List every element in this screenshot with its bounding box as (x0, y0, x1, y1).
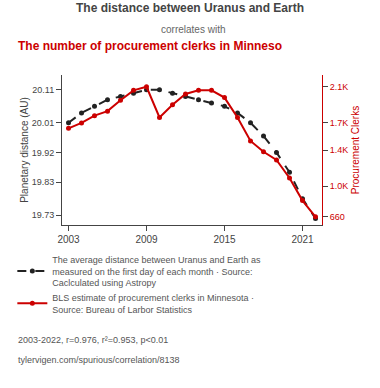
svg-text:correlates with: correlates with (161, 24, 225, 35)
svg-text:1.0K: 1.0K (330, 181, 349, 191)
svg-text:1.7K: 1.7K (330, 118, 349, 128)
svg-text:Planetary distance (AU): Planetary distance (AU) (19, 97, 30, 203)
svg-text:20.01: 20.01 (32, 118, 55, 128)
svg-text:2021: 2021 (291, 234, 314, 245)
svg-text:tylervigen.com/spurious/correl: tylervigen.com/spurious/correlation/8138 (18, 355, 180, 365)
svg-text:20.11: 20.11 (32, 85, 54, 95)
svg-text:1.4K: 1.4K (330, 145, 349, 155)
svg-text:Procurement Clerks: Procurement Clerks (350, 106, 361, 194)
svg-text:2.1K: 2.1K (330, 82, 349, 92)
svg-text:660: 660 (330, 212, 345, 222)
svg-text:The number of procurement cler: The number of procurement clerks in Minn… (18, 39, 282, 53)
svg-text:19.73: 19.73 (32, 210, 55, 220)
svg-text:The distance between Uranus an: The distance between Uranus and Earth (76, 1, 304, 15)
svg-text:19.83: 19.83 (32, 177, 55, 187)
svg-text:2003-2022, r=0.976, r²=0.953,: 2003-2022, r=0.976, r²=0.953, p<0.01 (18, 335, 168, 345)
svg-text:2015: 2015 (213, 234, 236, 245)
svg-text:The average distance between U: The average distance between Uranus and … (52, 255, 261, 288)
svg-text:2009: 2009 (135, 234, 158, 245)
svg-text:BLS estimate of procurement cl: BLS estimate of procurement clerks in Mi… (52, 293, 254, 315)
svg-text:2003: 2003 (57, 234, 80, 245)
svg-text:19.92: 19.92 (32, 148, 55, 158)
